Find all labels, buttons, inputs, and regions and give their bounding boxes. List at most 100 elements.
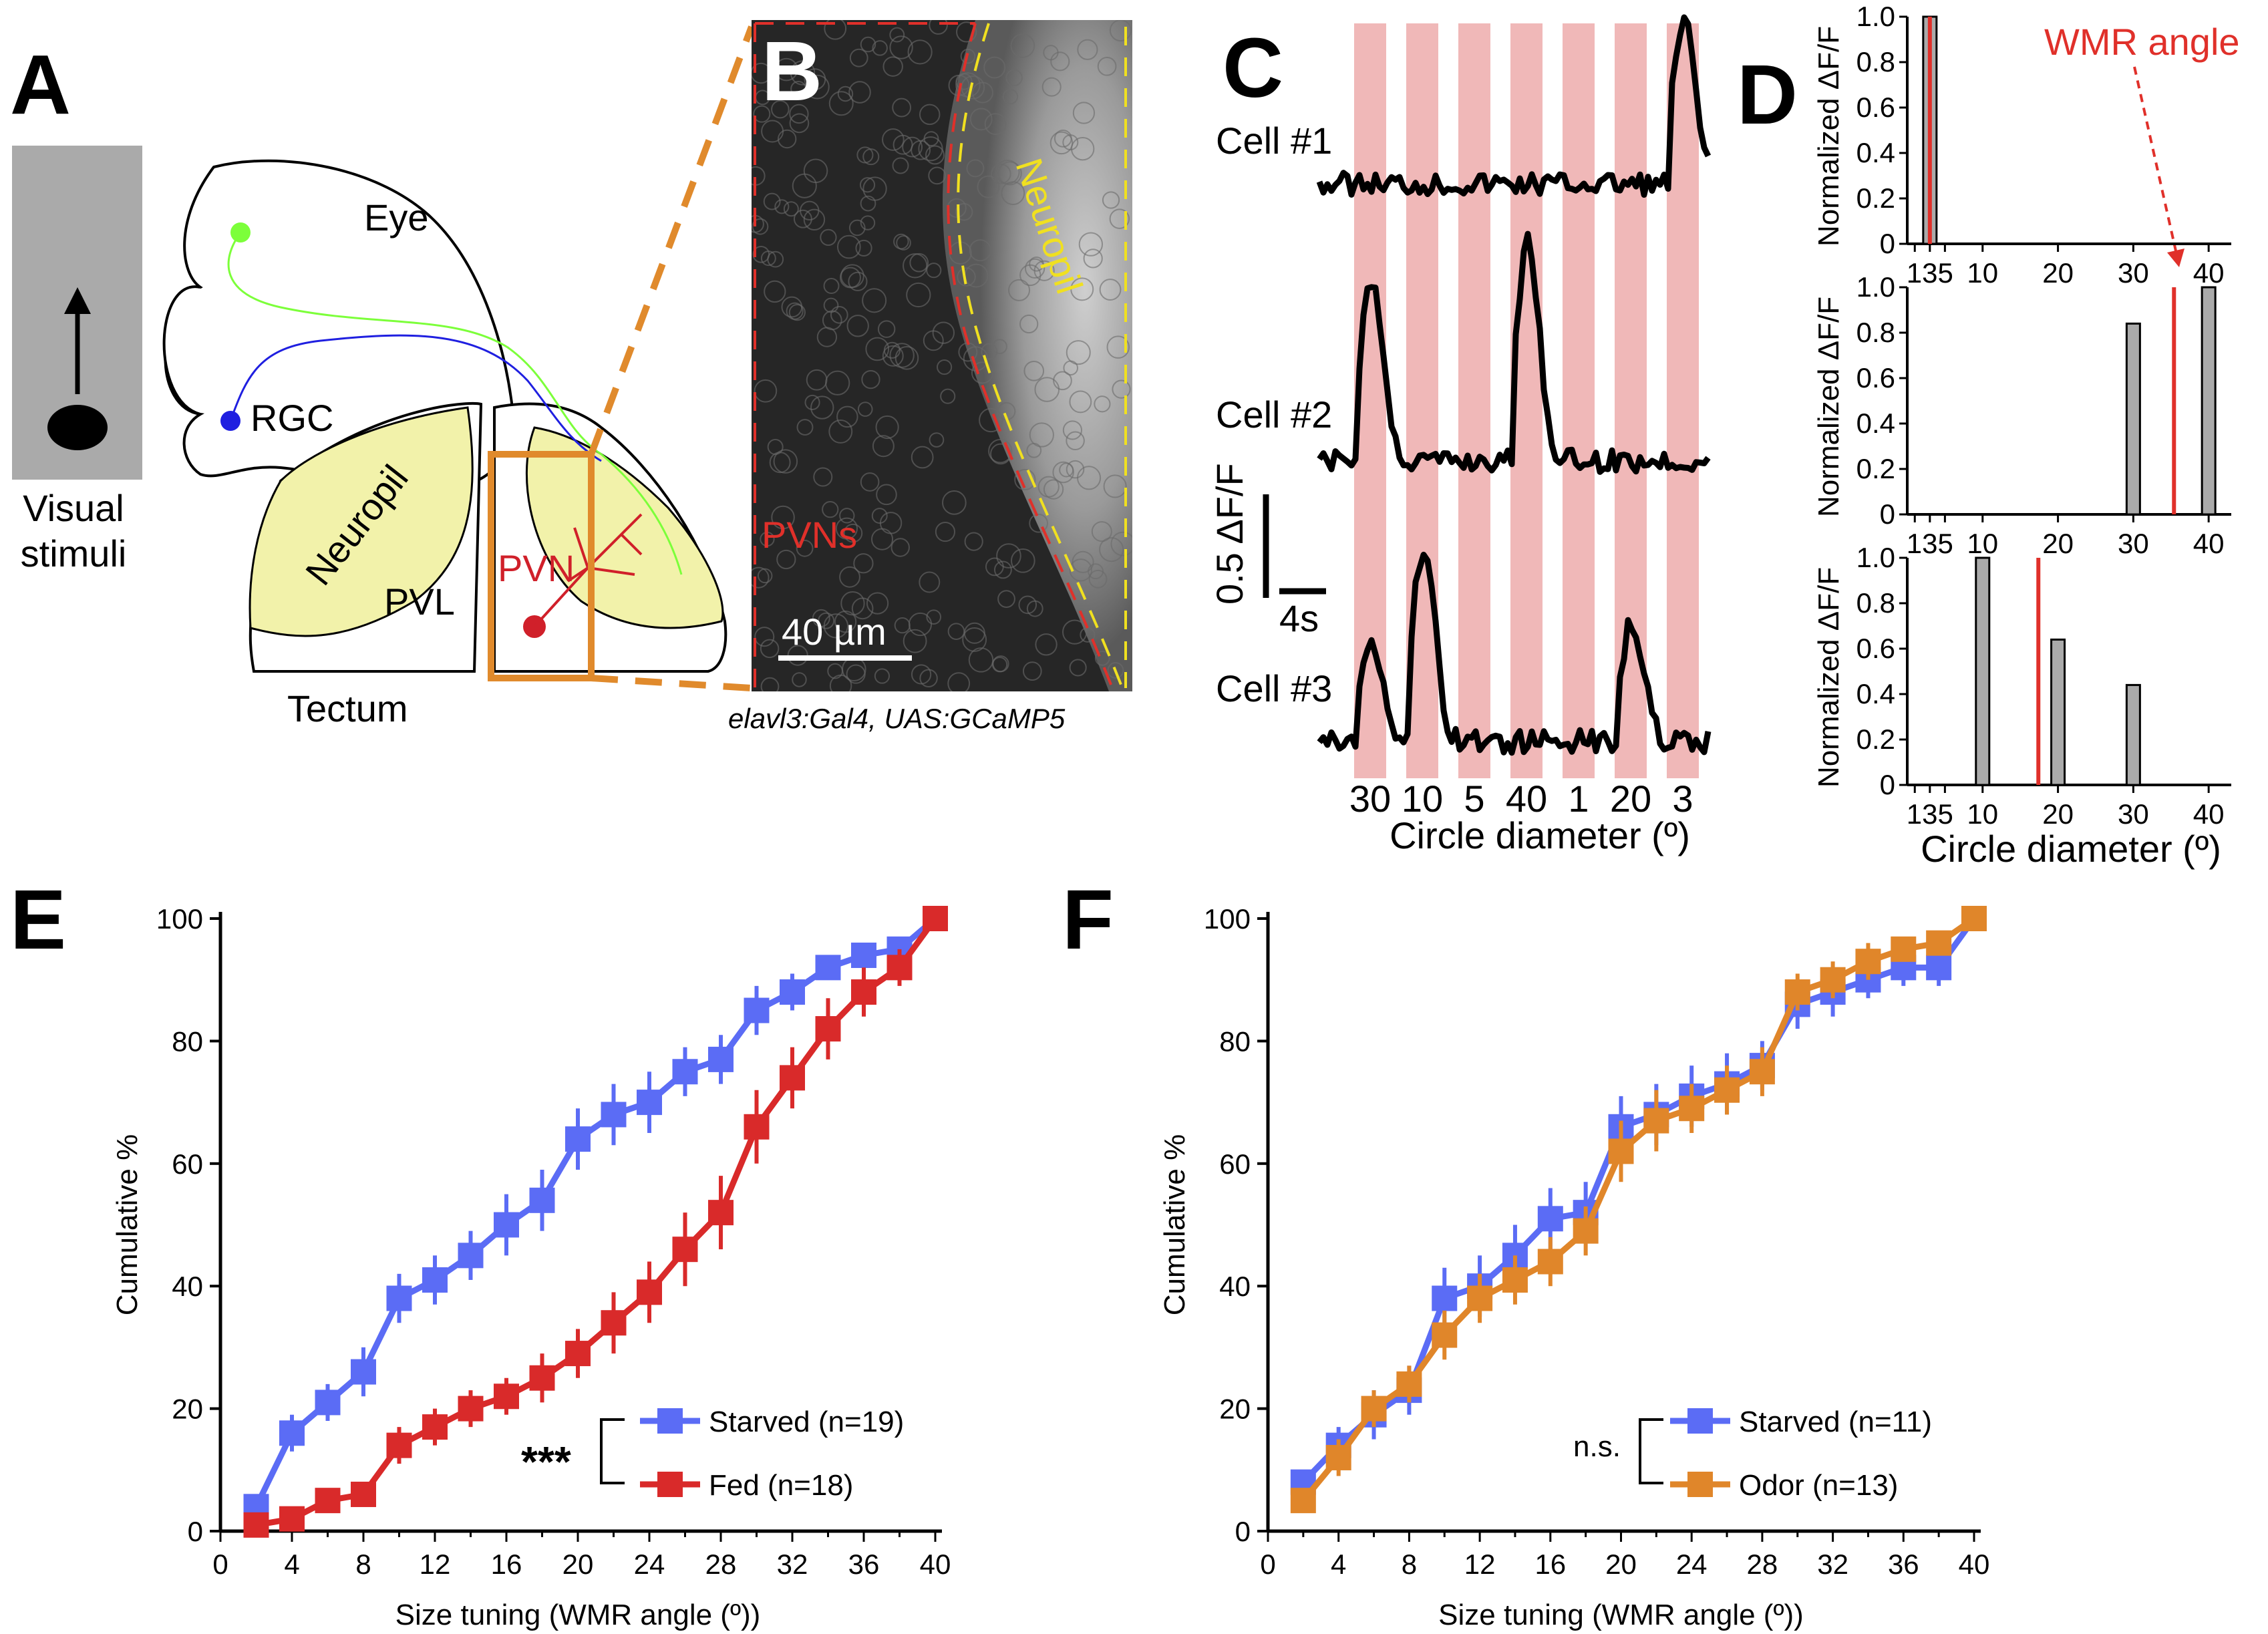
panel-label-a: A [10,37,71,132]
pvn-cell-body [1052,461,1074,484]
data-point [780,1065,805,1091]
pvn-cell-body [861,369,880,389]
panel-b: B Neuropil PVNs 40 µm elavl3:Gal4, UAS:G… [728,20,1132,734]
data-point [279,1506,305,1532]
data-point [1537,1206,1563,1232]
pvn-cell-body [935,521,956,542]
pvn-cell-texture [752,20,1132,691]
stimulus-arrowhead [64,287,91,314]
neuropil-region [943,20,1132,691]
pvn-cell-body [752,245,770,263]
pvn-cell-body [1066,460,1085,479]
data-point [1432,1322,1458,1348]
y-axis-label: Normalized ΔF/F [1812,297,1845,517]
pvn-cell-body [923,131,939,147]
pvn-cell-body [1049,131,1074,155]
y-axis-label: Cumulative % [1158,1134,1191,1315]
pvn-cell-body [1094,651,1110,666]
pvn-cell-body [860,36,876,53]
pvn-cell-body [804,74,830,100]
pvn-cell-body [909,253,929,273]
zoom-line-top [588,25,755,456]
pvn-cell-body [984,113,1007,136]
pvn-cell-body [843,523,863,543]
pvn-cell-body [932,321,955,344]
pvn-cell-body [879,512,903,534]
data-point [1325,1444,1351,1470]
panel-label-b: B [762,24,822,118]
pvn-cell-body [812,609,830,627]
pvn-cell-body [1033,260,1055,281]
data-point [1608,1138,1634,1164]
pvn-cell-body [985,557,1004,577]
pvn-cell-body [792,672,807,687]
pvn-cell-body [783,201,799,217]
pvn-cell-body [1069,390,1092,414]
x-tick-label: 8 [355,1548,371,1580]
pvn-cell-body [1002,88,1019,105]
pvn-cell-body [1069,558,1093,582]
wmr-annotation-arrowhead [2167,249,2184,267]
pvn-cell-body [1063,360,1078,376]
stimulus-caption-1: Visual [23,487,124,529]
y-tick-label: 80 [172,1025,203,1057]
pvn-cell-body [977,175,1000,198]
lens-outline [162,285,201,416]
pvns-label: PVNs [762,514,857,556]
data-point [744,997,770,1023]
y-tick-label: 0.8 [1856,317,1895,348]
data-point [565,1341,591,1367]
pvn-cell-body [810,395,834,420]
x-tick-label: 10 [1967,528,1998,559]
pvn-cell-body [862,176,887,201]
data-point [529,1187,555,1213]
data-point [708,1200,734,1226]
y-tick-label: 0 [1880,228,1895,259]
data-point [815,955,841,981]
pvn-cell-body [871,508,888,524]
data-point [851,943,876,969]
data-point [1820,967,1846,993]
neuropil-left [249,406,474,637]
data-point [529,1365,555,1391]
pvn-cell-body [874,668,890,684]
pvn-cell-body [839,508,855,524]
pvn-cell-body [877,320,896,338]
pvn-cell-body [991,657,1008,673]
pvn-cell-body [947,672,971,691]
x-tick-label: 32 [777,1548,808,1580]
data-point [815,1016,841,1042]
pvn-cell-body [991,163,1011,184]
pvn-cell-body [760,677,780,691]
pvn-cell-body [929,432,945,448]
pvn-cell-body [919,571,941,593]
pvn-cell-body [752,566,770,589]
pvn-cell-body [872,40,888,56]
data-point [1573,1218,1599,1244]
pvn-cell-body [771,100,790,119]
data-point [422,1267,448,1293]
stimulus-dot [47,405,108,450]
pvn-cell-body [848,219,866,236]
pvn-cell-body [761,120,784,143]
y-axis-label: Normalized ΔF/F [1812,567,1845,788]
pvn-cell-body [813,467,833,487]
pvn-cell-body [1066,431,1085,451]
pvn-cell-body [796,419,814,436]
pvn-cell-body [781,296,803,318]
rgc-label: RGC [251,397,333,439]
x-tick-label: 32 [1817,1548,1848,1580]
pvn-cell-body [846,664,866,684]
pvn-cell-body [1022,661,1042,681]
pvn-cell-body [754,627,775,647]
pvn-cell-body [862,148,880,166]
pvn-cell-body [836,234,861,259]
pvn-cell-body [1053,371,1072,391]
data-point [672,1237,698,1263]
pvn-cell-body [979,407,1003,433]
pvn-cell-body [918,136,943,162]
y-tick-label: 0 [1880,498,1895,530]
panel-e: E 0 20 40 60 80 100 0 4 8 12 16 20 24 28 32 36 40 Size tu… [10,872,951,1631]
y-tick-label: 0 [188,1516,203,1547]
pvn-cell-body [893,233,909,250]
